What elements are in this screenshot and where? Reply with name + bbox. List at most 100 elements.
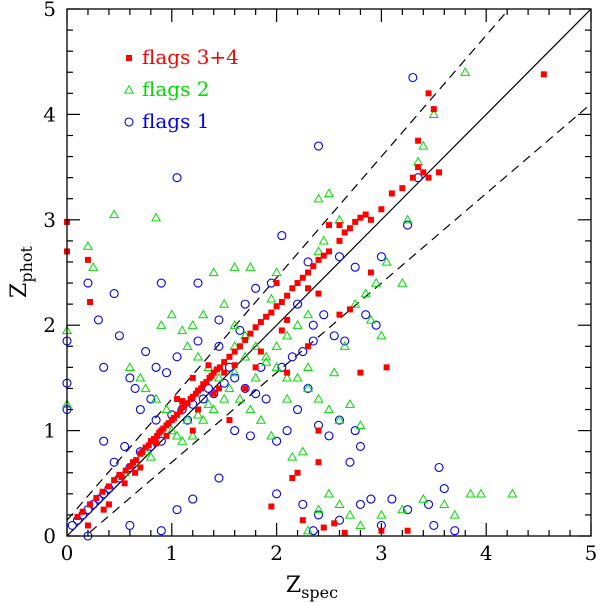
data-point <box>429 520 439 531</box>
data-point <box>182 341 193 350</box>
data-point <box>345 457 355 467</box>
data-point <box>147 438 154 445</box>
data-point <box>399 185 406 192</box>
data-point <box>418 493 429 503</box>
data-point <box>415 164 422 171</box>
data-point <box>355 441 365 451</box>
data-point <box>397 277 408 287</box>
data-point <box>350 262 360 272</box>
data-point <box>336 311 343 318</box>
data-point <box>403 505 413 515</box>
data-point <box>145 442 152 449</box>
y-tick-label: 5 <box>43 0 56 21</box>
data-point <box>221 369 228 376</box>
data-point <box>355 420 366 429</box>
data-point <box>245 404 256 414</box>
data-point <box>323 404 335 414</box>
data-point <box>133 457 140 464</box>
data-point <box>299 517 306 524</box>
data-point <box>151 212 162 222</box>
data-point <box>397 504 408 514</box>
data-point <box>84 522 91 529</box>
data-point <box>302 383 314 393</box>
data-point <box>257 319 264 326</box>
data-point <box>430 106 437 113</box>
data-point <box>174 395 181 402</box>
data-point <box>268 309 275 316</box>
data-point <box>209 389 219 399</box>
data-point <box>415 137 422 144</box>
data-point <box>302 525 314 535</box>
data-point <box>124 362 135 372</box>
data-point <box>154 432 161 439</box>
data-point <box>334 414 345 424</box>
data-point <box>282 372 293 382</box>
data-point <box>130 383 140 393</box>
x-tick-label: 1 <box>165 541 178 565</box>
data-point <box>252 364 259 371</box>
data-point <box>346 225 353 232</box>
data-point <box>334 252 345 262</box>
data-point <box>105 501 112 508</box>
data-point <box>287 352 297 362</box>
data-point <box>109 289 119 299</box>
data-point <box>339 341 350 350</box>
data-point <box>189 374 196 381</box>
data-point <box>163 432 170 439</box>
data-point <box>371 320 381 330</box>
data-point <box>230 373 240 383</box>
data-point <box>409 174 416 181</box>
data-point <box>99 362 109 372</box>
data-point <box>156 278 166 288</box>
data-point <box>292 372 303 382</box>
data-point <box>540 71 547 78</box>
data-point <box>439 499 450 509</box>
data-point <box>305 285 312 292</box>
data-point <box>120 441 130 451</box>
data-point <box>302 309 314 319</box>
data-point <box>215 385 222 392</box>
data-point <box>388 190 395 197</box>
data-point <box>224 383 235 393</box>
data-point <box>305 343 312 350</box>
data-point <box>315 427 322 434</box>
data-point <box>235 325 245 336</box>
data-point <box>250 341 261 350</box>
data-point <box>198 414 209 424</box>
data-point <box>242 385 249 392</box>
data-point <box>355 499 365 509</box>
legend-marker <box>124 117 134 127</box>
data-point <box>189 427 196 434</box>
data-point <box>302 362 314 372</box>
data-point <box>341 529 348 536</box>
data-point <box>362 211 369 218</box>
data-point <box>142 444 149 451</box>
data-point <box>208 267 219 277</box>
data-point <box>293 299 303 309</box>
data-point <box>350 298 361 308</box>
x-tick-label: 4 <box>480 541 493 565</box>
data-point <box>289 475 296 482</box>
data-point <box>236 343 243 350</box>
data-point <box>371 277 382 287</box>
data-point <box>140 383 151 393</box>
data-point <box>219 393 230 403</box>
data-point <box>245 262 256 271</box>
data-point <box>320 252 327 259</box>
data-point <box>403 220 413 230</box>
data-point <box>310 263 317 270</box>
data-point <box>162 368 172 378</box>
data-point <box>74 514 81 521</box>
data-point <box>450 526 460 536</box>
data-point <box>203 379 210 386</box>
legend-label: flags 2 <box>142 77 209 101</box>
data-point <box>182 414 193 424</box>
data-point <box>418 140 429 150</box>
data-point <box>198 385 205 392</box>
data-point <box>272 436 282 446</box>
data-point <box>231 348 238 355</box>
data-point <box>376 509 387 519</box>
data-point <box>166 309 177 319</box>
data-point <box>82 240 94 250</box>
data-point <box>320 524 327 531</box>
